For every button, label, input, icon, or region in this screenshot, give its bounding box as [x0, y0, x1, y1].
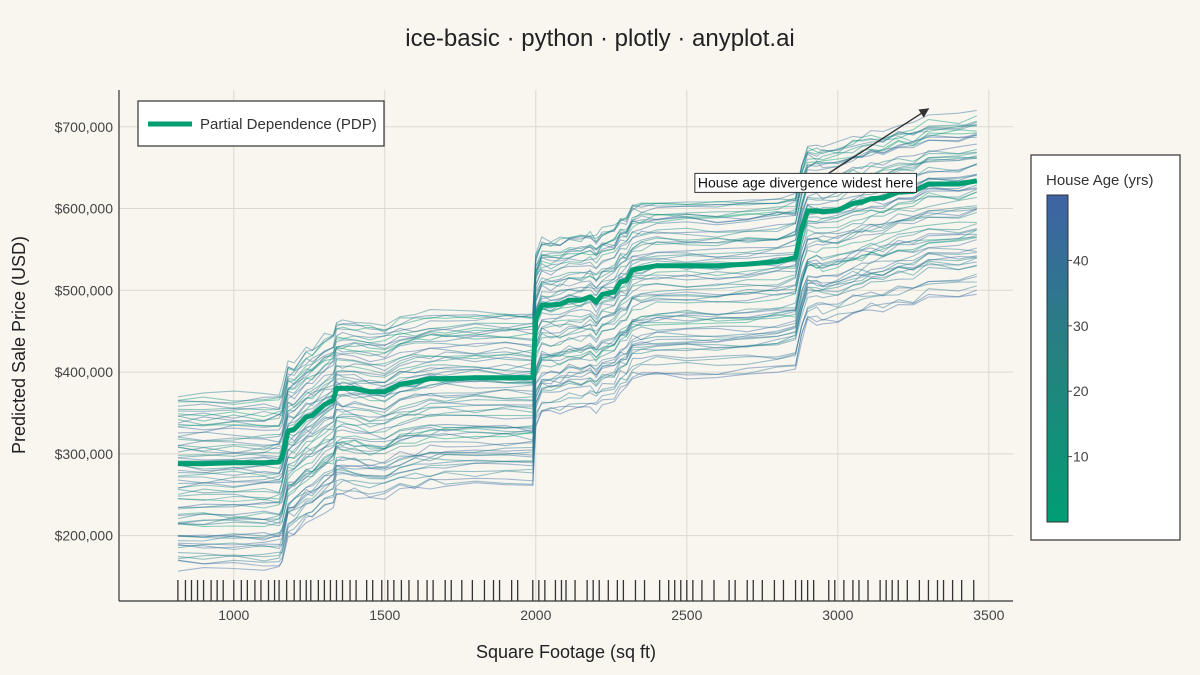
grid — [119, 90, 1013, 601]
annotation-text: House age divergence widest here — [698, 174, 914, 190]
ice-line — [177, 234, 977, 520]
ice-line — [177, 229, 977, 525]
ice-line — [177, 163, 978, 457]
ice-line — [177, 236, 977, 510]
ice-line — [177, 129, 977, 428]
y-tick-label: $400,000 — [55, 364, 114, 380]
ice-line — [177, 185, 977, 461]
colorbar-ticks: 10 20 30 40 — [1068, 252, 1089, 465]
x-tick-label: 1000 — [218, 607, 249, 623]
ice-line — [177, 293, 977, 572]
ice-line — [177, 262, 977, 549]
ice-line — [177, 289, 977, 567]
ice-line — [177, 186, 977, 474]
ice-line — [177, 134, 977, 434]
colorbar-gradient — [1046, 194, 1069, 523]
x-tick-label: 2000 — [520, 607, 551, 623]
ice-line — [177, 285, 977, 565]
ice-line — [177, 229, 978, 528]
y-tick-label: $200,000 — [55, 528, 114, 544]
ice-line — [177, 134, 977, 419]
ice-line — [177, 205, 977, 501]
ice-line — [177, 115, 978, 406]
ice-line — [177, 164, 977, 447]
annotation-arrow — [828, 108, 930, 174]
y-tick-label: $300,000 — [55, 446, 114, 462]
pdp-line — [177, 178, 978, 467]
y-axis-title: Predicted Sale Price (USD) — [9, 236, 29, 454]
ice-line — [177, 132, 978, 409]
ice-line — [177, 109, 977, 412]
ice-line — [177, 233, 977, 517]
x-axis-title: Square Footage (sq ft) — [476, 642, 656, 662]
x-tick-label: 1500 — [369, 607, 400, 623]
colorbar-tick-label: 10 — [1073, 449, 1089, 465]
ice-line — [177, 247, 977, 546]
annotation: House age divergence widest here — [694, 108, 930, 193]
ice-line — [177, 132, 977, 418]
ice-line — [177, 209, 978, 509]
x-tick-label: 3500 — [973, 607, 1004, 623]
ice-line — [177, 125, 977, 426]
ice-line — [177, 251, 977, 538]
colorbar-title: House Age (yrs) — [1046, 172, 1154, 189]
x-tick-label: 3000 — [822, 607, 853, 623]
y-tick-label: $700,000 — [55, 119, 114, 135]
ice-line — [177, 257, 977, 539]
ice-line — [177, 174, 977, 454]
ice-line — [177, 121, 977, 404]
legend-label: Partial Dependence (PDP) — [200, 116, 377, 133]
ice-line — [177, 211, 977, 496]
ice-line — [177, 273, 977, 562]
ice-line — [177, 180, 977, 459]
ice-line — [177, 247, 977, 520]
ice-line — [177, 184, 977, 484]
ice-line — [177, 252, 977, 527]
chart-title: ice-basic · python · plotly · anyplot.ai — [405, 25, 795, 52]
annotations: House age divergence widest here — [694, 108, 930, 193]
ice-line — [177, 196, 977, 494]
x-ticks: 1000 1500 2000 2500 3000 3500 — [218, 607, 1004, 623]
ice-line — [177, 120, 977, 402]
ice-line — [177, 227, 977, 524]
colorbar-tick-label: 20 — [1073, 383, 1089, 399]
ice-line — [177, 236, 977, 508]
annotation-box — [694, 172, 917, 193]
ice-line — [177, 207, 977, 489]
pdp-line-group — [177, 178, 978, 467]
x-tick-label: 2500 — [671, 607, 702, 623]
ice-line — [177, 223, 977, 525]
rug-marks — [177, 580, 975, 601]
ice-line — [177, 261, 977, 551]
ice-line — [177, 264, 977, 542]
ice-line — [177, 239, 977, 538]
ice-line — [177, 124, 977, 398]
y-tick-label: $600,000 — [55, 201, 114, 217]
ice-line — [177, 173, 977, 476]
ice-line — [177, 191, 977, 489]
ice-line — [177, 281, 977, 558]
ice-line — [177, 221, 977, 504]
ice-line — [177, 123, 977, 411]
ice-line — [177, 208, 977, 483]
ice-lines — [177, 109, 978, 572]
ice-line — [177, 255, 977, 540]
ice-line — [177, 134, 977, 424]
y-ticks: $200,000 $300,000 $400,000 $500,000 $600,000… — [55, 119, 114, 544]
ice-line — [177, 256, 977, 560]
ice-line — [177, 173, 977, 454]
colorbar-tick-label: 40 — [1073, 252, 1089, 268]
colorbar-tick-label: 30 — [1073, 318, 1089, 334]
ice-line — [177, 206, 977, 502]
legend: Partial Dependence (PDP) — [137, 100, 385, 147]
y-tick-label: $500,000 — [55, 282, 114, 298]
colorbar: House Age (yrs) 10 20 30 40 — [1030, 154, 1181, 541]
ice-line — [177, 275, 977, 549]
ice-line — [177, 188, 978, 484]
